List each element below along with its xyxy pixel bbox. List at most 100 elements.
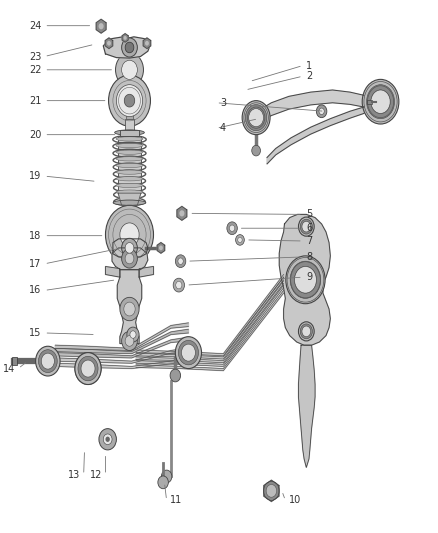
- Circle shape: [125, 42, 134, 53]
- Ellipse shape: [116, 183, 143, 188]
- Circle shape: [179, 210, 184, 216]
- Circle shape: [159, 246, 163, 251]
- Polygon shape: [157, 243, 165, 253]
- Text: 7: 7: [306, 236, 313, 246]
- Ellipse shape: [116, 170, 143, 174]
- Bar: [120, 130, 139, 136]
- Polygon shape: [103, 37, 150, 58]
- Circle shape: [227, 222, 237, 235]
- Text: 16: 16: [29, 286, 41, 295]
- Ellipse shape: [116, 143, 143, 148]
- Text: 2: 2: [306, 71, 313, 81]
- Circle shape: [245, 104, 267, 131]
- Text: 6: 6: [306, 223, 312, 233]
- Circle shape: [125, 253, 134, 264]
- Polygon shape: [139, 266, 153, 277]
- Circle shape: [242, 101, 270, 135]
- Circle shape: [99, 429, 117, 450]
- Circle shape: [116, 53, 144, 87]
- Circle shape: [130, 331, 136, 338]
- Circle shape: [266, 484, 277, 497]
- Polygon shape: [136, 274, 284, 356]
- Text: 11: 11: [170, 495, 182, 505]
- Text: 8: 8: [306, 252, 312, 262]
- Polygon shape: [143, 38, 151, 49]
- Ellipse shape: [116, 176, 143, 181]
- Circle shape: [178, 341, 198, 365]
- Text: 12: 12: [90, 470, 102, 480]
- Polygon shape: [113, 239, 148, 257]
- Circle shape: [302, 326, 311, 337]
- Ellipse shape: [116, 190, 143, 194]
- Text: 10: 10: [289, 495, 301, 505]
- Polygon shape: [117, 270, 142, 344]
- Circle shape: [107, 41, 111, 46]
- Polygon shape: [298, 345, 315, 467]
- Ellipse shape: [115, 130, 145, 135]
- Circle shape: [41, 353, 54, 369]
- Circle shape: [249, 109, 264, 127]
- Circle shape: [236, 235, 244, 245]
- Text: 5: 5: [306, 209, 313, 220]
- Polygon shape: [55, 359, 188, 368]
- Polygon shape: [55, 323, 188, 351]
- Circle shape: [78, 357, 98, 381]
- Circle shape: [81, 360, 95, 377]
- Ellipse shape: [116, 150, 143, 155]
- Circle shape: [106, 205, 153, 264]
- Circle shape: [109, 75, 150, 126]
- Polygon shape: [136, 290, 284, 370]
- Circle shape: [175, 255, 186, 268]
- Circle shape: [319, 108, 324, 115]
- Bar: [12, 357, 17, 366]
- Text: 14: 14: [3, 364, 15, 374]
- Text: 22: 22: [29, 65, 42, 75]
- Circle shape: [75, 353, 101, 384]
- Circle shape: [230, 225, 235, 231]
- Circle shape: [103, 434, 112, 445]
- Circle shape: [99, 23, 104, 29]
- Circle shape: [362, 79, 399, 124]
- Text: 17: 17: [29, 259, 42, 269]
- Circle shape: [106, 437, 110, 442]
- Circle shape: [298, 322, 314, 341]
- Text: 18: 18: [29, 231, 41, 241]
- Circle shape: [124, 94, 135, 107]
- Circle shape: [173, 278, 184, 292]
- Polygon shape: [136, 285, 284, 367]
- Circle shape: [125, 243, 134, 253]
- Circle shape: [122, 249, 138, 268]
- Text: 3: 3: [220, 98, 226, 108]
- Text: 21: 21: [29, 95, 42, 106]
- Circle shape: [316, 105, 327, 118]
- Circle shape: [178, 258, 183, 264]
- Circle shape: [120, 297, 139, 321]
- Circle shape: [238, 237, 242, 243]
- Circle shape: [302, 221, 311, 232]
- Polygon shape: [106, 266, 120, 277]
- Circle shape: [294, 266, 316, 293]
- Circle shape: [161, 470, 172, 483]
- Circle shape: [145, 41, 149, 46]
- Circle shape: [175, 337, 201, 368]
- Ellipse shape: [113, 200, 146, 205]
- Polygon shape: [118, 193, 141, 205]
- Polygon shape: [177, 206, 187, 220]
- Polygon shape: [55, 348, 188, 364]
- Circle shape: [39, 350, 57, 373]
- Circle shape: [127, 327, 139, 342]
- Circle shape: [252, 146, 261, 156]
- Circle shape: [117, 85, 143, 117]
- Circle shape: [300, 324, 312, 339]
- Text: 13: 13: [68, 470, 81, 480]
- Text: 20: 20: [29, 130, 42, 140]
- Text: 1: 1: [306, 61, 312, 70]
- Text: 15: 15: [29, 328, 42, 338]
- Text: 9: 9: [306, 272, 312, 282]
- Circle shape: [75, 353, 101, 384]
- Polygon shape: [122, 34, 128, 42]
- Polygon shape: [267, 107, 364, 164]
- Circle shape: [125, 336, 134, 346]
- Circle shape: [170, 369, 180, 382]
- Circle shape: [124, 302, 135, 316]
